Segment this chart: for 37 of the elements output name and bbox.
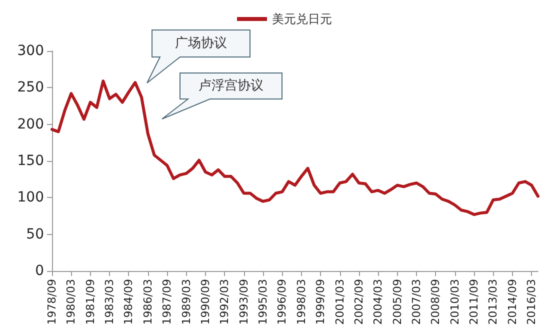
x-tick-label: 2014/09 <box>506 279 519 325</box>
x-tick-label: 2010/03 <box>448 279 462 325</box>
y-tick-label: 50 <box>26 226 44 242</box>
x-tick-label: 1999/09 <box>314 279 328 325</box>
x-tick-label: 1980/03 <box>64 279 78 325</box>
y-tick-label: 100 <box>17 190 44 206</box>
x-tick-label: 2013/03 <box>486 279 500 325</box>
x-tick-label: 1995/03 <box>256 279 270 325</box>
y-tick-label: 200 <box>17 116 44 132</box>
y-tick-label: 300 <box>17 43 44 59</box>
annotation: 卢浮宫协议 <box>198 78 264 94</box>
x-tick-label: 2005/09 <box>390 279 404 325</box>
x-tick-label: 2008/09 <box>429 279 442 325</box>
x-tick-label: 2002/09 <box>352 279 366 325</box>
x-tick-label: 1992/03 <box>218 279 232 325</box>
x-tick-label: 2011/09 <box>468 279 481 325</box>
x-tick-label: 1996/09 <box>276 279 289 325</box>
x-tick-label: 1993/09 <box>237 279 250 325</box>
x-tick-label: 1989/03 <box>180 279 193 325</box>
y-tick-label: 0 <box>35 263 44 279</box>
x-tick-label: 2007/03 <box>410 279 423 325</box>
y-tick-label: 250 <box>17 80 44 96</box>
y-tick-label: 150 <box>17 153 44 169</box>
text: 广场协议 <box>175 36 227 51</box>
line-series <box>50 80 540 216</box>
x-tick-label: 1984/09 <box>122 279 136 325</box>
x-tick-label: 1986/03 <box>141 279 154 325</box>
x-tick-label: 1978/09 <box>46 279 58 325</box>
x-tick-label: 2001/03 <box>333 279 346 325</box>
x-tick-label: 1998/03 <box>294 279 308 325</box>
x-tick-label: 1987/09 <box>160 279 174 325</box>
x-tick-label: 2016/03 <box>525 279 538 325</box>
x-tick-label: 2004/03 <box>372 279 385 325</box>
x-tick-label: 1990/09 <box>198 279 212 325</box>
x-tick-label: 1981/09 <box>84 279 97 325</box>
legend-label: 美元兑日元 <box>272 12 332 26</box>
x-tick-label: 1983/03 <box>103 279 116 325</box>
